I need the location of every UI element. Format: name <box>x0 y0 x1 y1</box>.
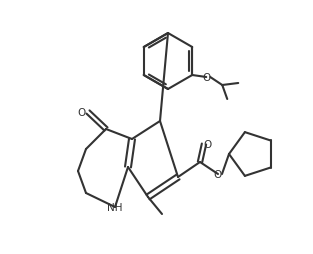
Text: O: O <box>78 108 86 118</box>
Text: O: O <box>202 73 210 83</box>
Text: NH: NH <box>107 202 123 212</box>
Text: O: O <box>214 169 222 179</box>
Text: O: O <box>204 139 212 149</box>
